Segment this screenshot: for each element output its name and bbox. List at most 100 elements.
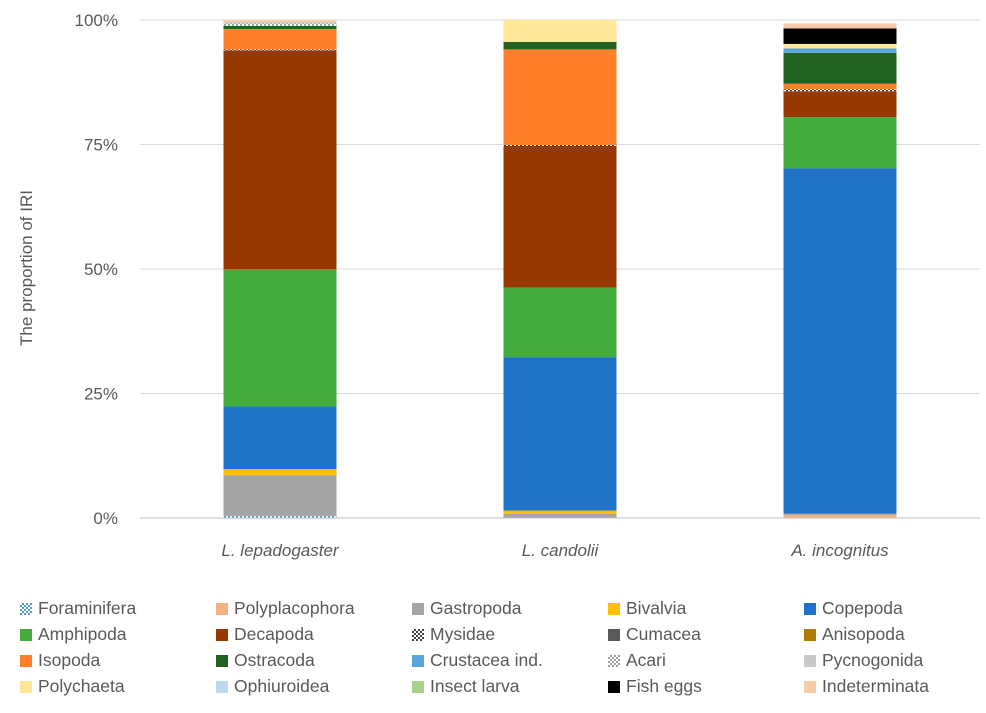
bar-stack-l-candolii [503,20,617,518]
bar-segment-pycnogonida [223,21,337,24]
bar-segment-ostracoda [783,52,897,84]
legend-swatch [216,654,228,667]
legend-item-polyplacophora: Polyplacophora [216,597,412,620]
legend-item-indeterminata: Indeterminata [804,675,980,698]
legend-swatch [412,602,424,615]
legend-label: Gastropoda [430,598,522,618]
legend-item-pycnogonida: Pycnogonida [804,649,980,672]
legend-label: Polychaeta [38,676,125,696]
bar-segment-isopoda [223,28,337,50]
legend-swatch [608,654,620,667]
bar-segment-ostracoda [223,25,337,29]
bar-segment-polychaeta [783,43,897,49]
y-axis-title: The proportion of IRI [17,190,36,346]
legend-label: Ophiuroidea [234,676,330,696]
legend-label: Ostracoda [234,650,315,670]
bar-segment-copepoda [223,406,337,470]
legend-label: Amphipoda [38,624,127,644]
bar-segment-mysidae [223,49,337,51]
bar-segment-foraminifera [223,516,337,518]
bar-stack-a-incognitus [783,23,897,518]
legend-label: Bivalvia [626,598,687,618]
legend-item-fish-eggs: Fish eggs [608,675,804,698]
stacked-bar-chart: 0% 25% 50% 75% 100% L. lepadogaster L. candoli… [17,11,980,560]
legend-swatch [20,680,32,693]
bar-segment-acari [223,23,337,26]
x-tick-label: L. candolii [522,541,600,560]
legend-label: Polyplacophora [234,598,355,618]
legend-swatch [216,628,228,641]
y-tick-label: 50% [84,260,118,279]
bar-segment-indeterminata [223,20,337,22]
bar-segment-copepoda [503,357,617,511]
y-tick-label: 75% [84,136,118,155]
legend-swatch [608,680,620,693]
bar-segment-isopoda [783,83,897,90]
bar-segment-mysidae [503,144,617,146]
x-tick-label: L. lepadogaster [221,541,340,560]
bar-segment-amphipoda [223,269,337,407]
legend-swatch [216,602,228,615]
legend-swatch [804,680,816,693]
legend-item-ostracoda: Ostracoda [216,649,412,672]
bar-segment-ostracoda [503,41,617,50]
legend-item-bivalvia: Bivalvia [608,597,804,620]
bar-segment-crustacea-ind [783,48,897,53]
bar-stack-l-lepadogaster [223,20,337,518]
bar-segment-decapoda [503,145,617,288]
legend-swatch [412,654,424,667]
legend-swatch [20,654,32,667]
legend-label: Copepoda [822,598,903,618]
bar-segment-mysidae [783,89,897,92]
bars [223,20,897,518]
x-tick-label: A. incognitus [790,541,889,560]
legend-swatch [608,628,620,641]
legend-swatch [804,628,816,641]
legend: Foraminifera Polyplacophora Gastropoda Biva… [20,597,980,698]
legend-item-copepoda: Copepoda [804,597,980,620]
legend-item-mysidae: Mysidae [412,623,608,646]
legend-item-isopoda: Isopoda [20,649,216,672]
legend-label: Insect larva [430,676,520,696]
legend-swatch [804,654,816,667]
legend-label: Foraminifera [38,598,137,618]
legend-item-ophiuroidea: Ophiuroidea [216,675,412,698]
bar-segment-gastropoda [223,475,337,517]
legend-swatch [20,602,32,615]
y-tick-label: 100% [75,11,118,30]
legend-item-acari: Acari [608,649,804,672]
bar-segment-copepoda [783,168,897,514]
bar-segment-gastropoda [503,514,617,518]
legend-label: Crustacea ind. [430,650,543,670]
bar-segment-isopoda [503,49,617,145]
legend-label: Indeterminata [822,676,930,696]
legend-swatch [412,680,424,693]
legend-swatch [20,628,32,641]
legend-item-anisopoda: Anisopoda [804,623,980,646]
bar-segment-bivalvia [503,510,617,515]
bar-segment-gastropoda [783,513,897,516]
bar-segment-indeterminata [783,23,897,29]
legend-item-gastropoda: Gastropoda [412,597,608,620]
y-tick-label: 0% [93,509,118,528]
legend-item-crustacea-ind: Crustacea ind. [412,649,608,672]
axes: 0% 25% 50% 75% 100% L. lepadogaster L. candoli… [75,11,980,560]
bar-segment-amphipoda [783,117,897,169]
legend-label: Isopoda [38,650,101,670]
legend-label: Pycnogonida [822,650,924,670]
legend-item-cumacea: Cumacea [608,623,804,646]
legend-label: Anisopoda [822,624,905,644]
legend-swatch [216,680,228,693]
legend-swatch [608,602,620,615]
legend-item-amphipoda: Amphipoda [20,623,216,646]
legend-item-insect-larva: Insect larva [412,675,608,698]
legend-item-decapoda: Decapoda [216,623,412,646]
legend-label: Decapoda [234,624,314,644]
legend-label: Acari [626,650,666,670]
bar-segment-fish-eggs [783,28,897,44]
legend-label: Cumacea [626,624,701,644]
bar-segment-polychaeta [503,20,617,42]
bar-segment-amphipoda [503,287,617,358]
legend-swatch [412,628,424,641]
legend-item-polychaeta: Polychaeta [20,675,216,698]
